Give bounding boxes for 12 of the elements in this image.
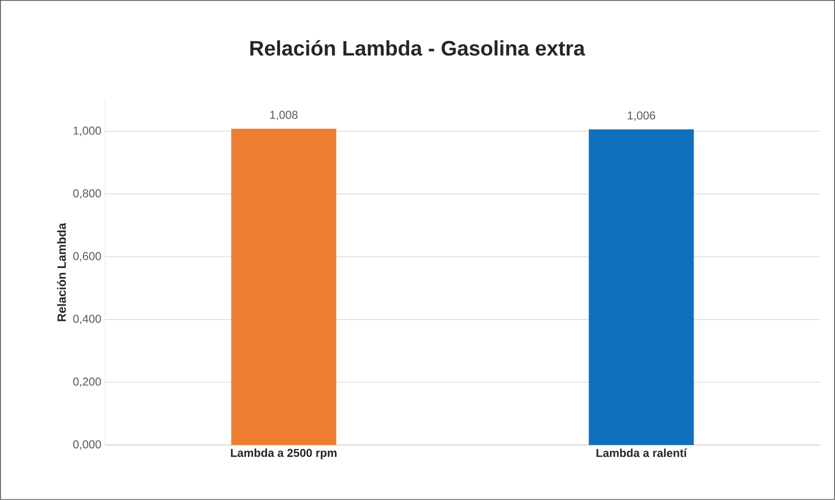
x-tick-label: Lambda a ralentí	[596, 448, 688, 458]
y-tick-label: 0,400	[73, 314, 101, 324]
data-label: 1,006	[628, 111, 656, 121]
y-tick-label: 0,200	[73, 378, 101, 388]
y-tick-label: 0,000	[73, 440, 101, 450]
y-tick-label: 0,800	[73, 189, 101, 199]
x-tick-label: Lambda a 2500 rpm	[230, 448, 336, 460]
data-label: 1,008	[270, 110, 298, 120]
chart-title: Relación Lambda - Gasolina extra	[250, 40, 586, 56]
y-tick-label: 1,000	[74, 126, 101, 136]
y-axis-title: Relación Lambda	[57, 222, 66, 322]
y-tick-label: 0,600	[73, 252, 101, 262]
